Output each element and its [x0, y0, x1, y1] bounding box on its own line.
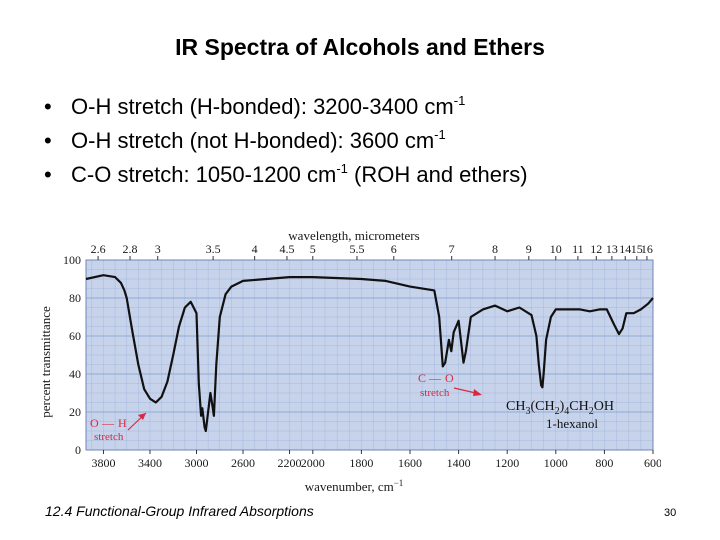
- tick-layer: 3800 3400 3000 2600 2200 2000 1800 1600 1400 1200…: [63, 242, 661, 470]
- top-tick-label: 7: [449, 242, 455, 256]
- top-tick-label: 3.5: [206, 242, 221, 256]
- bottom-tick-label: 1400: [447, 456, 471, 470]
- footer-caption: 12.4 Functional-Group Infrared Absorptio…: [45, 503, 314, 519]
- top-tick-label: 2.6: [91, 242, 106, 256]
- formula-part: OH: [594, 399, 614, 414]
- top-tick-label: 14: [619, 242, 631, 256]
- bottom-tick-label: 2600: [231, 456, 255, 470]
- co-annotation-o: O: [445, 371, 454, 385]
- formula-part: (CH: [530, 399, 554, 414]
- bullet-superscript: -1: [434, 127, 446, 142]
- top-tick-label: 13: [606, 242, 618, 256]
- bottom-tick-label: 2000: [301, 456, 325, 470]
- bottom-tick-label: 1600: [398, 456, 422, 470]
- bottom-tick-label: 800: [595, 456, 613, 470]
- formula-subscript: 4: [564, 406, 569, 417]
- bottom-axis-label: wavenumber, cm−1: [305, 478, 404, 494]
- oh-annotation-label: stretch: [94, 431, 124, 443]
- bottom-tick-label: 3000: [184, 456, 208, 470]
- bullet-item: • C-O stretch: 1050-1200 cm-1 (ROH and et…: [44, 158, 528, 192]
- compound-name: 1-hexanol: [546, 416, 598, 431]
- compound-formula: CH3(CH2)4CH2OH: [506, 399, 614, 417]
- trace-layer: [85, 274, 654, 433]
- bullet-superscript: -1: [453, 93, 466, 108]
- page-number: 30: [664, 507, 677, 519]
- plot-border: [85, 259, 654, 451]
- co-annotation-label: stretch: [420, 387, 450, 399]
- bottom-tick-label: 600: [644, 456, 661, 470]
- formula-subscript: 3: [525, 406, 530, 417]
- bullet-text: O-H stretch (H-bonded): 3200-3400 cm: [71, 94, 454, 119]
- oh-annotation-o: O: [90, 416, 99, 430]
- oh-annotation: O — H stretch: [90, 412, 147, 443]
- formula-part: CH: [569, 399, 588, 414]
- oh-annotation-bond: —: [101, 416, 115, 430]
- bottom-axis-label-text: wavenumber, cm: [305, 479, 394, 494]
- bullet-tail: (ROH and ethers): [347, 162, 528, 187]
- y-tick-label: 100: [63, 253, 81, 267]
- bullet-dot: •: [44, 128, 52, 153]
- co-annotation-bond: —: [428, 371, 442, 385]
- y-tick-label: 20: [69, 405, 81, 419]
- y-axis-label: percent transmittance: [38, 306, 53, 418]
- bullet-superscript: -1: [336, 161, 348, 176]
- top-tick-label: 4: [252, 242, 258, 256]
- bottom-tick-label: 1800: [349, 456, 373, 470]
- top-tick-label: 3: [155, 242, 161, 256]
- top-tick-label: 5.5: [349, 242, 364, 256]
- co-annotation-arrowhead: [473, 389, 482, 396]
- top-tick-label: 8: [492, 242, 498, 256]
- co-annotation: C — O stretch: [418, 371, 482, 399]
- top-tick-label: 12: [590, 242, 602, 256]
- formula-subscript: 2: [589, 406, 594, 417]
- bullet-text: C-O stretch: 1050-1200 cm: [71, 162, 337, 187]
- formula-part: CH: [506, 399, 525, 414]
- bullet-item: • O-H stretch (not H-bonded): 3600 cm-1: [44, 124, 528, 158]
- oh-annotation-arrowhead: [138, 413, 146, 420]
- bullet-dot: •: [44, 94, 52, 119]
- bullet-dot: •: [44, 162, 52, 187]
- spectrum-trace: [85, 274, 654, 433]
- top-axis-label: wavelength, micrometers: [288, 228, 419, 243]
- slide-title: IR Spectra of Alcohols and Ethers: [175, 34, 545, 60]
- top-tick-label: 9: [526, 242, 532, 256]
- oh-annotation-h: H: [118, 416, 127, 430]
- top-tick-label: 4.5: [279, 242, 294, 256]
- formula-subscript: 2: [555, 406, 560, 417]
- formula-part: ): [560, 399, 565, 414]
- bottom-tick-label: 3800: [91, 456, 115, 470]
- bottom-axis-label-sup: −1: [394, 478, 404, 488]
- y-tick-label: 40: [69, 367, 81, 381]
- top-tick-label: 5: [310, 242, 316, 256]
- y-tick-label: 0: [75, 443, 81, 457]
- y-tick-label: 60: [69, 329, 81, 343]
- co-annotation-c: C: [418, 371, 426, 385]
- bottom-tick-label: 1000: [544, 456, 568, 470]
- top-tick-label: 10: [550, 242, 562, 256]
- top-tick-label: 2.8: [123, 242, 138, 256]
- bullet-list: • O-H stretch (H-bonded): 3200-3400 cm-1 …: [44, 90, 528, 192]
- bottom-tick-label: 2200: [278, 456, 302, 470]
- bottom-tick-label: 1200: [495, 456, 519, 470]
- grid-layer: [85, 259, 654, 451]
- ir-spectrum-chart: 3800 3400 3000 2600 2200 2000 1800 1600 1400 1200…: [38, 228, 661, 494]
- bullet-text: O-H stretch (not H-bonded): 3600 cm: [71, 128, 435, 153]
- top-tick-label: 16: [641, 242, 653, 256]
- bullet-item: • O-H stretch (H-bonded): 3200-3400 cm-1: [44, 90, 528, 124]
- bottom-tick-label: 3400: [138, 456, 162, 470]
- top-tick-label: 15: [631, 242, 643, 256]
- y-tick-label: 80: [69, 291, 81, 305]
- top-tick-label: 6: [391, 242, 397, 256]
- top-tick-label: 11: [572, 242, 584, 256]
